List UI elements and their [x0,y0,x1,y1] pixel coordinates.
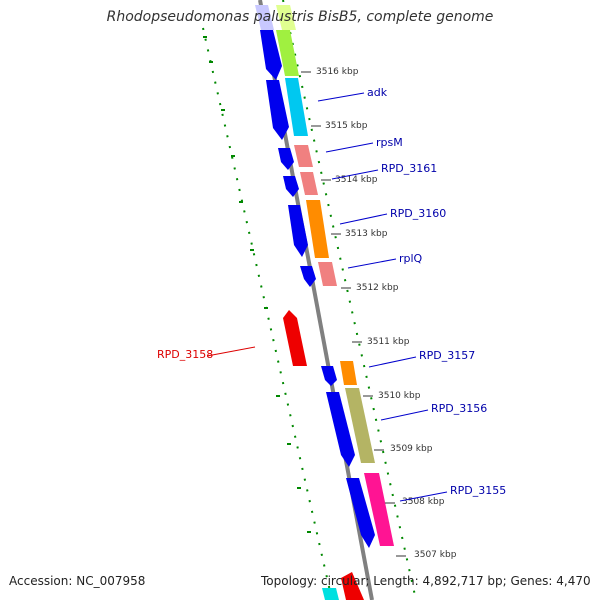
cds-arrow [283,176,299,197]
cds-arrow [346,478,375,548]
topology-label: Topology: circular; Length: 4,892,717 bp… [261,574,591,588]
scale-label: 3514 kbp [335,175,378,185]
gene-label-rpd3158: RPD_3158 [157,348,213,361]
gene-bar [276,5,296,30]
gc-track-left [202,27,333,600]
cds-arrow [326,392,355,467]
scale-label: 3511 kbp [367,337,410,347]
gene-bar [306,200,329,258]
reverse-gene-arrow [283,310,307,366]
scale-label: 3509 kbp [390,444,433,454]
gene-label-rpd3155: RPD_3155 [450,484,506,497]
gene-bar [340,361,357,385]
cds-arrow [266,80,289,140]
scale-label: 3516 kbp [316,67,359,77]
reverse-gene-arrow [341,572,364,600]
label-leader [325,142,374,153]
label-leader [347,258,397,269]
gene-bar [294,145,313,167]
gene-bar [322,588,339,600]
scale-label: 3510 kbp [378,391,421,401]
scale-label: 3507 kbp [414,550,457,560]
gene-bar [364,473,394,546]
label-leader [368,356,417,368]
gene-label-rplQ: rplQ [399,252,423,265]
label-leader [331,169,379,180]
scale-label: 3512 kbp [356,283,399,293]
scale-label: 3515 kbp [325,121,368,131]
gene-bar [285,78,308,136]
label-leader [206,346,256,357]
gene-label-rpsM: rpsM [376,136,403,149]
scale-label: 3513 kbp [345,229,388,239]
cds-arrow [278,148,294,170]
gene-label-adk: adk [367,86,388,99]
gene-bar [318,262,337,286]
cds-arrow [300,266,316,287]
gc-track-right [282,0,417,600]
cds-arrow [260,30,282,80]
gene-label-rpd3161: RPD_3161 [381,162,437,175]
scale-label: 3508 kbp [402,497,445,507]
gene-bar [345,388,375,463]
gene-bar [276,30,299,76]
gene-label-rpd3160: RPD_3160 [390,207,446,220]
gene-bar [255,5,274,30]
accession-label: Accession: NC_007958 [9,574,146,588]
map-title: Rhodopseudomonas palustris BisB5, comple… [106,9,494,25]
label-leader [317,92,365,102]
cds-arrow [321,366,337,386]
cds-arrow [288,205,308,257]
gene-label-rpd3156: RPD_3156 [431,402,487,415]
gene-label-rpd3157: RPD_3157 [419,349,475,362]
gene-bar [300,172,318,195]
label-leader [339,213,388,225]
label-leader [380,409,429,421]
label-leader [399,491,448,502]
